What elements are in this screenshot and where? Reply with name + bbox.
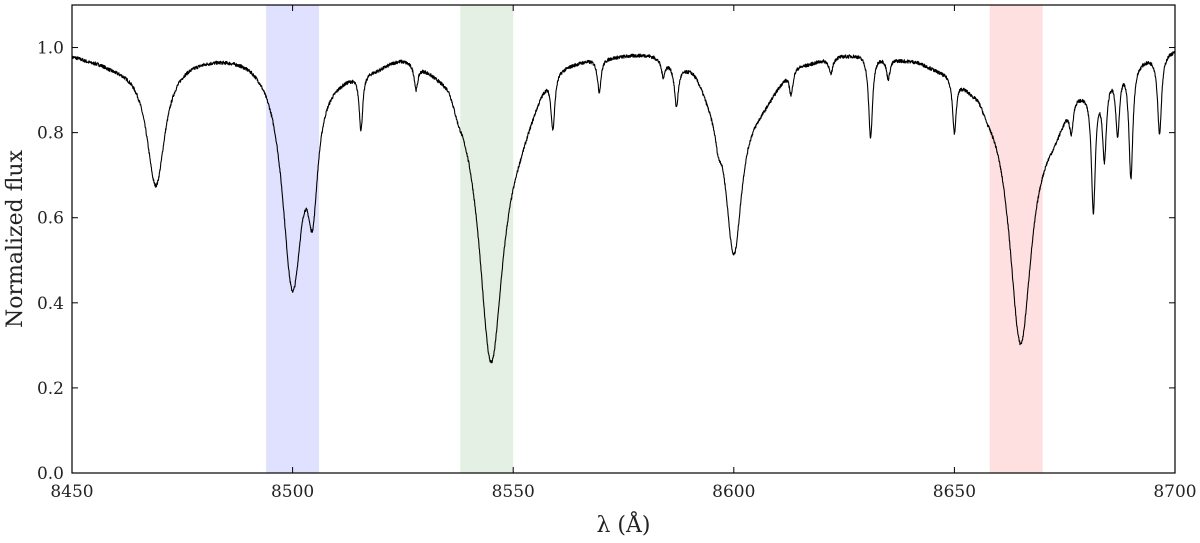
highlight-band-1 (266, 5, 320, 473)
x-axis-ticks: 8450 8500 8550 8600 8650 8700 (50, 5, 1197, 502)
x-axis-label: λ (Å) (597, 510, 651, 538)
x-tick-label: 8700 (1153, 482, 1196, 502)
y-axis-ticks: 0.0 0.2 0.4 0.6 0.8 1.0 (37, 39, 1175, 484)
highlight-bands (266, 5, 1043, 473)
plot-frame (71, 4, 1176, 474)
x-tick-label: 8450 (50, 482, 93, 502)
highlight-band-2 (460, 5, 514, 473)
x-tick-label: 8650 (933, 482, 976, 502)
y-tick-label: 0.4 (37, 294, 64, 314)
y-tick-label: 1.0 (37, 39, 64, 59)
y-axis-label: Normalized flux (3, 149, 28, 328)
highlight-band-3 (989, 5, 1043, 473)
y-tick-label: 0.2 (37, 379, 64, 399)
x-tick-label: 8550 (492, 482, 535, 502)
y-tick-label: 0.8 (37, 124, 64, 144)
spectrum-line (71, 50, 1176, 364)
y-tick-label: 0.0 (37, 464, 64, 484)
x-tick-label: 8500 (271, 482, 314, 502)
x-tick-label: 8600 (712, 482, 755, 502)
y-tick-label: 0.6 (37, 209, 64, 229)
